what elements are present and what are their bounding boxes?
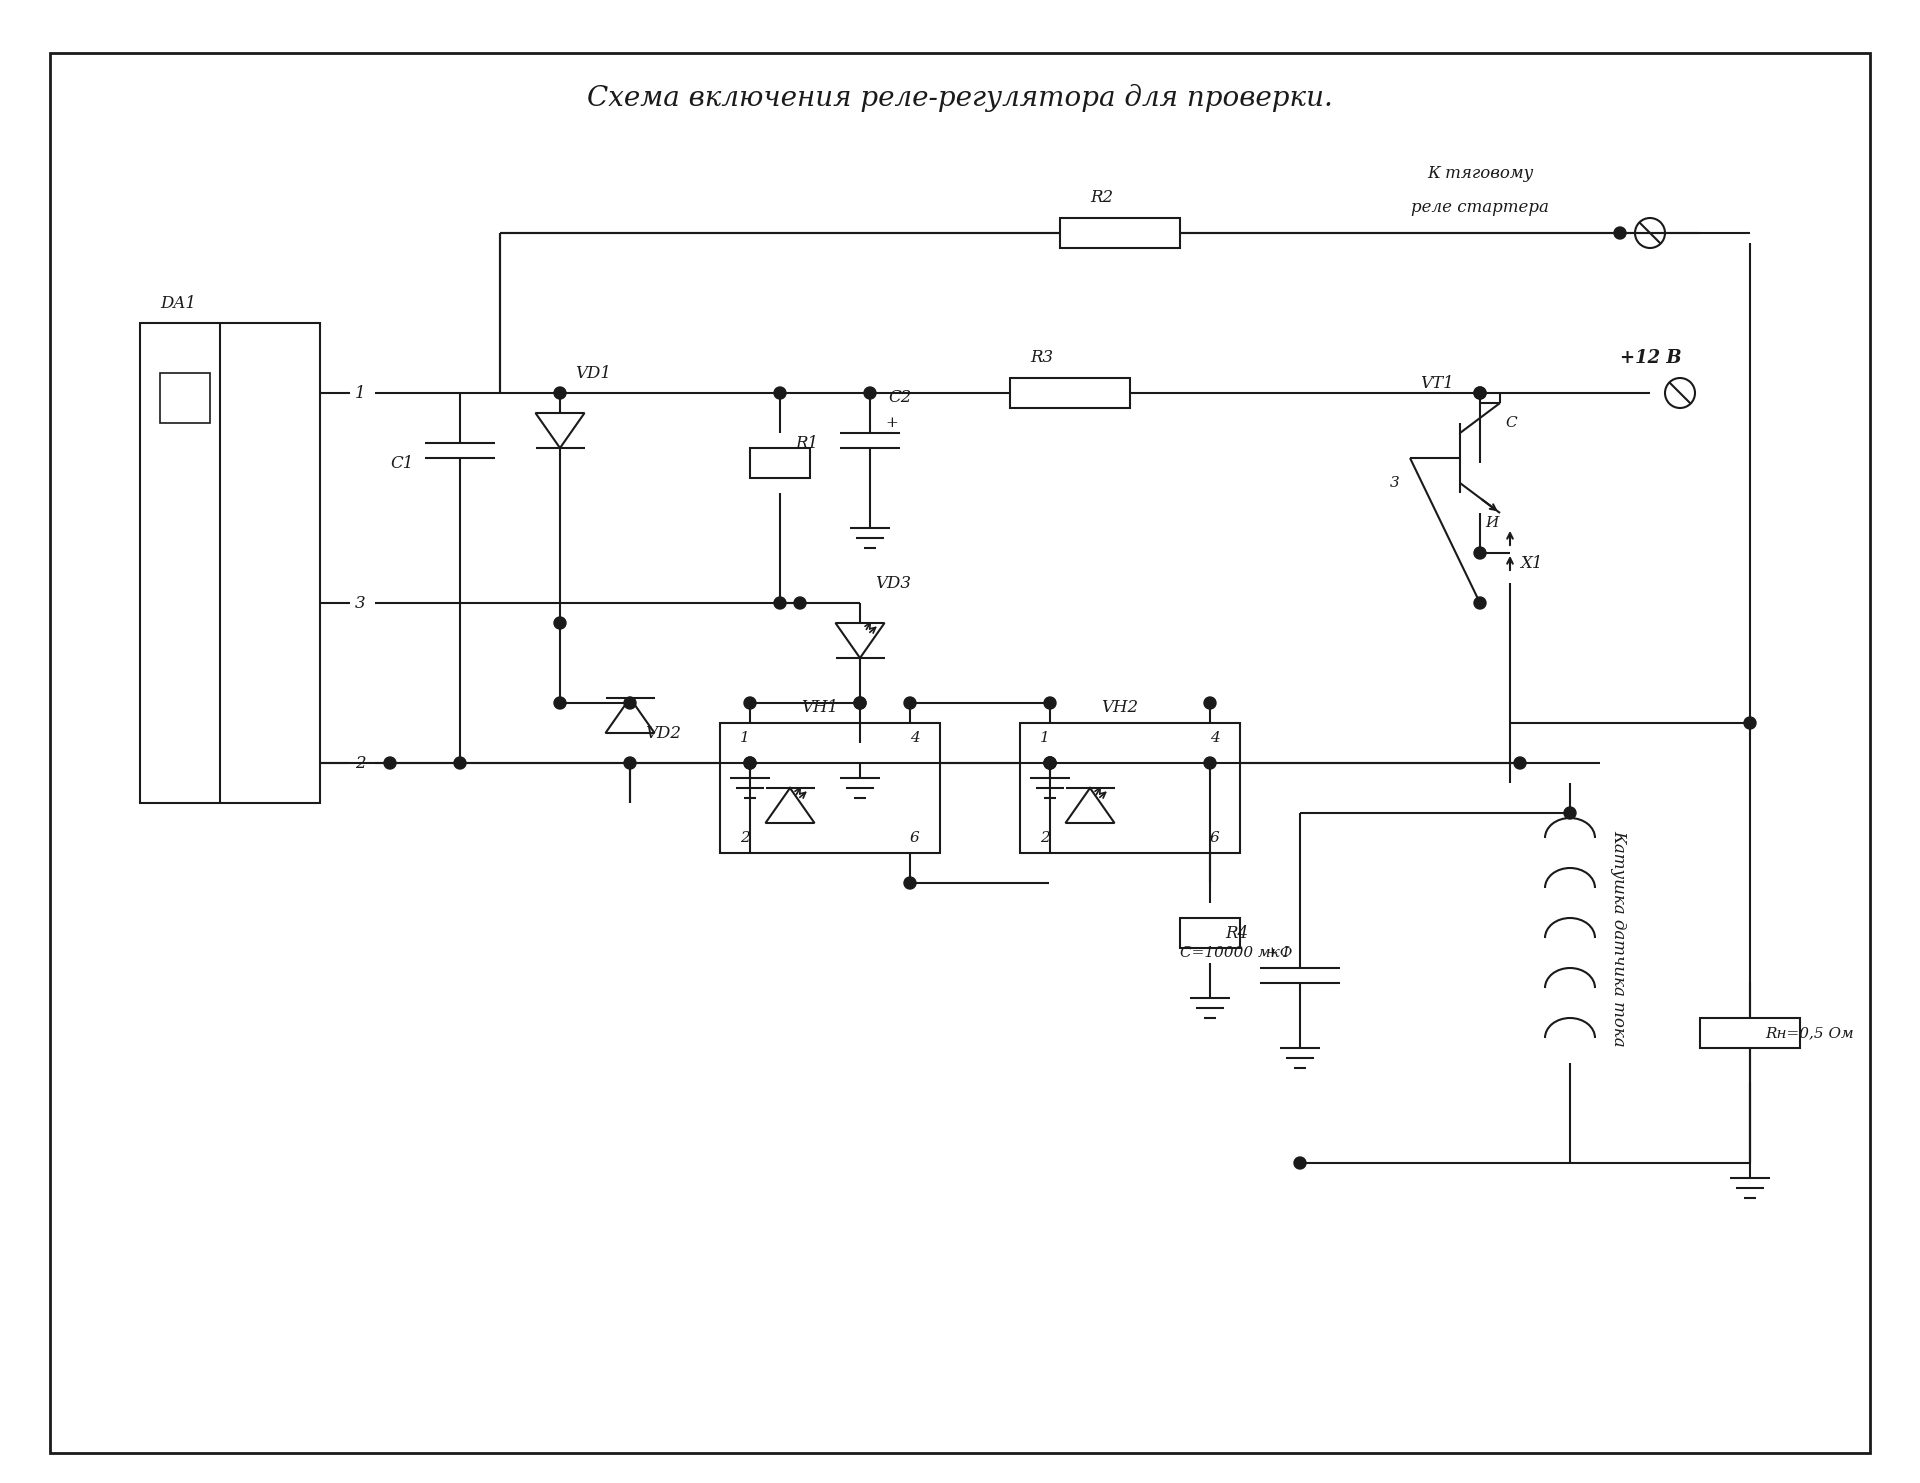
Circle shape xyxy=(1475,598,1486,610)
Text: +12 В: +12 В xyxy=(1620,349,1682,366)
Text: 1: 1 xyxy=(739,731,749,744)
Text: VH2: VH2 xyxy=(1102,700,1139,716)
Bar xyxy=(1699,1017,1801,1048)
Text: VD2: VD2 xyxy=(645,725,682,742)
Text: К тяговому: К тяговому xyxy=(1427,165,1534,181)
Circle shape xyxy=(1615,227,1626,239)
Circle shape xyxy=(1475,387,1486,399)
Text: 6: 6 xyxy=(1210,830,1219,845)
Circle shape xyxy=(745,756,756,770)
Text: реле стартера: реле стартера xyxy=(1411,200,1549,217)
Text: +: + xyxy=(885,417,899,430)
Text: 2: 2 xyxy=(355,755,365,771)
Circle shape xyxy=(384,756,396,770)
Text: 1: 1 xyxy=(1041,731,1050,744)
Circle shape xyxy=(864,387,876,399)
Circle shape xyxy=(854,697,866,709)
Text: C2: C2 xyxy=(889,390,912,406)
Bar xyxy=(1020,724,1240,853)
Circle shape xyxy=(1475,547,1486,559)
Bar xyxy=(1010,378,1131,408)
Circle shape xyxy=(555,617,566,629)
Bar xyxy=(159,374,209,423)
Circle shape xyxy=(555,697,566,709)
Text: +: + xyxy=(1265,946,1277,960)
Circle shape xyxy=(745,697,756,709)
Text: 6: 6 xyxy=(910,830,920,845)
Text: Катушка датчика тока: Катушка датчика тока xyxy=(1611,829,1626,1047)
Bar xyxy=(1060,218,1181,248)
Text: 1: 1 xyxy=(355,384,365,402)
Text: 4: 4 xyxy=(910,731,920,744)
Text: И: И xyxy=(1484,516,1498,529)
Bar xyxy=(751,448,810,478)
Text: R2: R2 xyxy=(1091,190,1114,206)
Text: VT1: VT1 xyxy=(1421,375,1453,392)
Circle shape xyxy=(1044,756,1056,770)
Bar xyxy=(1181,918,1240,948)
Circle shape xyxy=(774,387,785,399)
Text: 3: 3 xyxy=(1390,476,1400,489)
Circle shape xyxy=(624,756,636,770)
Circle shape xyxy=(904,697,916,709)
Circle shape xyxy=(453,756,467,770)
Circle shape xyxy=(1204,697,1215,709)
Circle shape xyxy=(1044,756,1056,770)
Circle shape xyxy=(745,756,756,770)
Circle shape xyxy=(1204,756,1215,770)
Circle shape xyxy=(904,876,916,888)
Text: VD1: VD1 xyxy=(574,365,611,381)
Text: R4: R4 xyxy=(1225,924,1248,942)
Text: С=10000 мкФ: С=10000 мкФ xyxy=(1181,946,1292,960)
Circle shape xyxy=(854,697,866,709)
Text: 2: 2 xyxy=(1041,830,1050,845)
Text: VH1: VH1 xyxy=(801,700,839,716)
Circle shape xyxy=(1475,387,1486,399)
Circle shape xyxy=(624,697,636,709)
Circle shape xyxy=(1294,1157,1306,1169)
Bar xyxy=(140,323,321,802)
Text: C1: C1 xyxy=(390,454,413,472)
Circle shape xyxy=(1044,756,1056,770)
Text: C: C xyxy=(1505,417,1517,430)
Circle shape xyxy=(1565,807,1576,819)
Bar xyxy=(720,724,941,853)
Circle shape xyxy=(774,598,785,610)
Circle shape xyxy=(555,387,566,399)
Circle shape xyxy=(795,598,806,610)
Text: R3: R3 xyxy=(1029,350,1054,366)
Text: VD3: VD3 xyxy=(876,574,910,592)
Text: DA1: DA1 xyxy=(159,295,196,311)
Text: Схема включения реле-регулятора для проверки.: Схема включения реле-регулятора для пров… xyxy=(588,85,1332,113)
Text: Rн=0,5 Ом: Rн=0,5 Ом xyxy=(1764,1026,1853,1040)
Text: X1: X1 xyxy=(1521,555,1542,571)
Circle shape xyxy=(1515,756,1526,770)
Circle shape xyxy=(1743,716,1757,730)
Text: 4: 4 xyxy=(1210,731,1219,744)
Circle shape xyxy=(1044,697,1056,709)
Text: 2: 2 xyxy=(739,830,749,845)
Text: 3: 3 xyxy=(355,595,365,611)
Text: R1: R1 xyxy=(795,435,818,451)
